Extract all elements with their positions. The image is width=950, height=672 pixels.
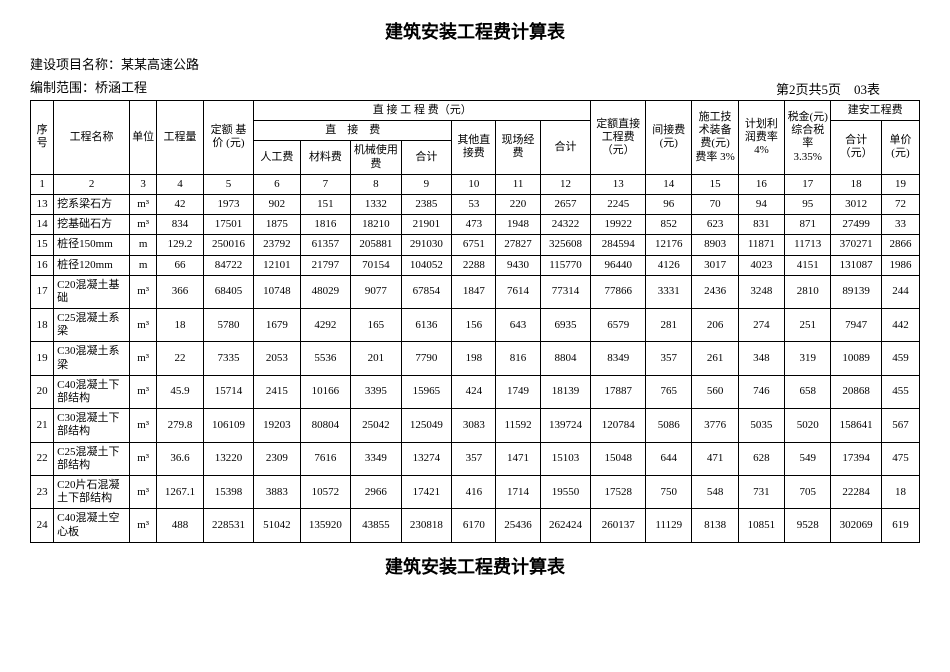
hdr-qty: 工程量 [157,101,203,175]
column-number-row: 1 2 3 4 5 6 7 8 9 10 11 12 13 14 15 16 1… [31,174,920,194]
hdr-name: 工程名称 [54,101,130,175]
table-row: 18C25混凝土系梁m³1857801679429216561361566436… [31,309,920,342]
scope-row: 编制范围：桥涵工程 [30,77,147,96]
hdr-install-unit: 单价 (元) [881,121,919,175]
table-row: 16桩径120mmm668472212101217977015410405222… [31,255,920,275]
cost-table: 序号 工程名称 单位 工程量 定额 基价 (元) 直 接 工 程 费（元） 定额… [30,100,920,543]
table-row: 21C30混凝土下部结构m³279.8106109192038080425042… [31,409,920,442]
hdr-quota-direct: 定额直接工程费（元） [591,101,646,175]
table-row: 20C40混凝土下部结构m³45.91571424151016633951596… [31,375,920,408]
table-row: 23C20片石混凝土下部结构m³1267.1153983883105722966… [31,475,920,508]
table-row: 19C30混凝土系梁m³2273352053553620177901988168… [31,342,920,375]
hdr-material: 材料费 [300,141,351,174]
scope-label: 编制范围： [30,80,95,95]
table-row: 17C20混凝土基础m³3666840510748480299077678541… [31,275,920,308]
hdr-direct-group: 直 接 工 程 费（元） [254,101,591,121]
table-row: 22C25混凝土下部结构m³36.61322023097616334913274… [31,442,920,475]
hdr-direct-sub: 直 接 费 [254,121,452,141]
page-info: 第2页共5页 03表 [776,79,920,98]
hdr-quota: 定额 基价 (元) [203,101,254,175]
hdr-machine: 机械使用费 [351,141,402,174]
page-title: 建筑安装工程费计算表 [30,18,920,44]
hdr-install-group: 建安工程费 [831,101,920,121]
hdr-tech: 施工技术装备费(元) 费率 3% [692,101,738,175]
hdr-unit: 单位 [129,101,156,175]
hdr-install-total: 合计 （元） [831,121,882,175]
hdr-subtotal: 合计 [401,141,452,174]
table-row: 14挖基础石方m³8341750118751816182102190147319… [31,215,920,235]
hdr-other: 其他直接费 [452,121,496,175]
footer-title: 建筑安装工程费计算表 [30,553,920,579]
table-row: 15桩径150mmm129.22500162379261357205881291… [31,235,920,255]
table-body: 13挖系梁石方m³4219739021511332238553220265722… [31,194,920,542]
hdr-tax: 税金(元)综合税率 3.35% [785,101,831,175]
hdr-indirect: 间接费(元) [646,101,692,175]
hdr-total-direct: 合计 [540,121,591,175]
hdr-site: 现场经费 [496,121,540,175]
hdr-seq: 序号 [31,101,54,175]
project-label: 建设项目名称： [30,57,121,72]
scope-name: 桥涵工程 [95,80,147,95]
project-row: 建设项目名称：某某高速公路 [30,54,920,73]
table-row: 13挖系梁石方m³4219739021511332238553220265722… [31,194,920,214]
project-name: 某某高速公路 [121,57,199,72]
hdr-labor: 人工费 [254,141,300,174]
hdr-profit: 计划利润费率 4% [738,101,784,175]
table-row: 24C40混凝土空心板m³488228531510421359204385523… [31,509,920,542]
